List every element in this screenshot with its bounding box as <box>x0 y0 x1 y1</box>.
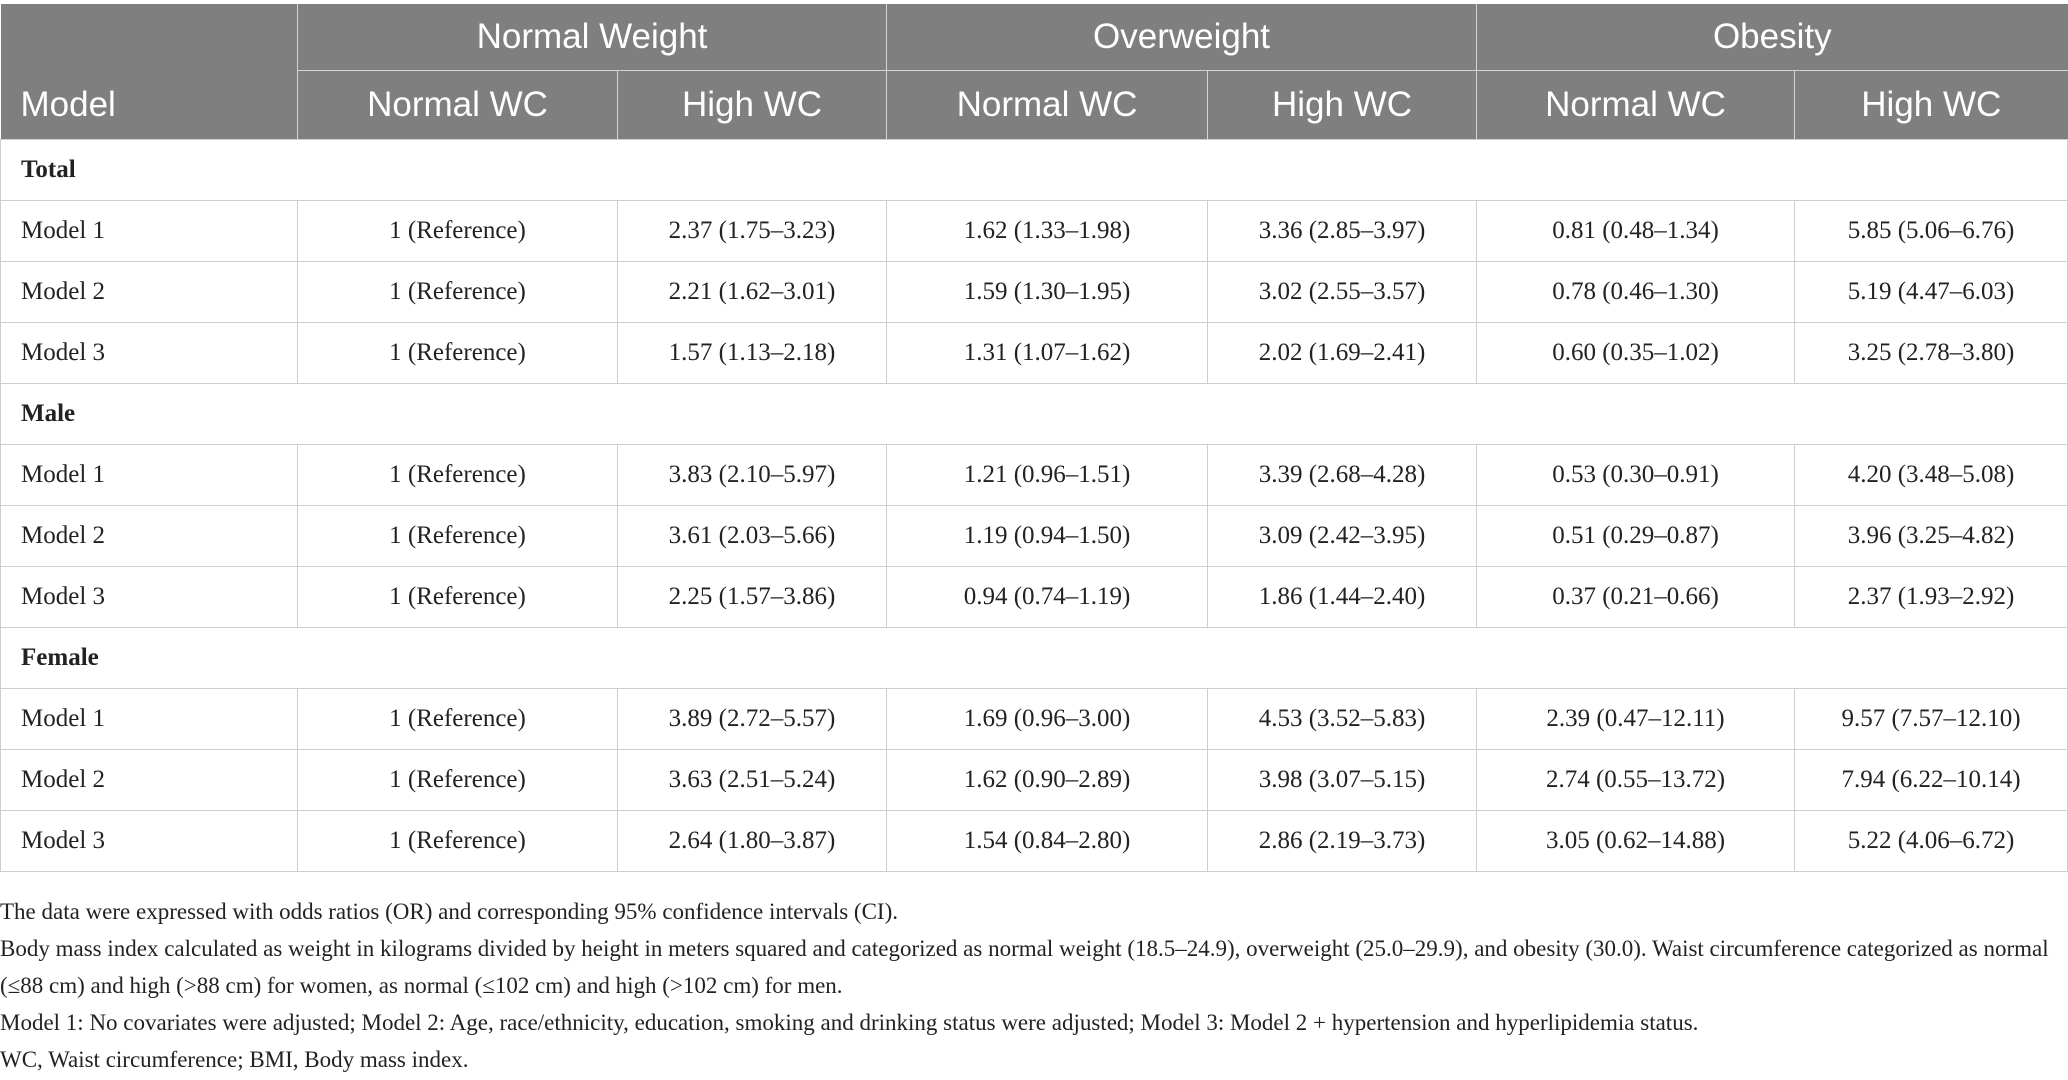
table-cell: 5.22 (4.06–6.72) <box>1794 810 2068 872</box>
table-cell: 1 (Reference) <box>297 200 618 262</box>
table-cell: 3.05 (0.62–14.88) <box>1476 810 1796 872</box>
table-cell: 2.64 (1.80–3.87) <box>616 810 888 872</box>
table-cell: 1.21 (0.96–1.51) <box>886 444 1209 506</box>
sub-header: Normal WC <box>1476 70 1795 140</box>
table-cell: 3.25 (2.78–3.80) <box>1794 322 2068 384</box>
row-label: Model 2 <box>0 749 298 811</box>
table-cell: 9.57 (7.57–12.10) <box>1794 688 2068 750</box>
section-row: Total <box>0 139 2068 201</box>
table-cell: 1 (Reference) <box>297 688 618 750</box>
table-cell: 2.39 (0.47–12.11) <box>1476 688 1796 750</box>
footnote: Body mass index calculated as weight in … <box>0 936 2049 998</box>
table-cell: 2.86 (2.19–3.73) <box>1207 810 1478 872</box>
table-cell: 1.54 (0.84–2.80) <box>886 810 1209 872</box>
row-label: Model 1 <box>0 688 298 750</box>
group-header-obesity: Obesity <box>1476 4 2068 71</box>
row-label: Model 1 <box>0 444 298 506</box>
row-label: Model 3 <box>0 322 298 384</box>
sub-header: Normal WC <box>297 70 618 140</box>
sub-header: Normal WC <box>886 70 1208 140</box>
section-row: Female <box>0 627 2068 689</box>
sub-header: High WC <box>1207 70 1477 140</box>
table-cell: 0.51 (0.29–0.87) <box>1476 505 1796 567</box>
table-cell: 1 (Reference) <box>297 261 618 323</box>
row-label: Model 2 <box>0 505 298 567</box>
table-cell: 1 (Reference) <box>297 322 618 384</box>
row-label: Model 3 <box>0 566 298 628</box>
table-cell: 1.62 (0.90–2.89) <box>886 749 1209 811</box>
table-cell: 2.37 (1.93–2.92) <box>1794 566 2068 628</box>
table-cell: 1 (Reference) <box>297 505 618 567</box>
table-cell: 0.81 (0.48–1.34) <box>1476 200 1796 262</box>
table-cell: 1.69 (0.96–3.00) <box>886 688 1209 750</box>
table-cell: 0.94 (0.74–1.19) <box>886 566 1209 628</box>
table-cell: 3.09 (2.42–3.95) <box>1207 505 1478 567</box>
sub-header-row: Model Normal WC High WC Normal WC High W… <box>0 70 2068 140</box>
table-cell: 1.57 (1.13–2.18) <box>616 322 888 384</box>
table-cell: 3.89 (2.72–5.57) <box>616 688 888 750</box>
table-cell: 1 (Reference) <box>297 566 618 628</box>
table-cell: 3.83 (2.10–5.97) <box>616 444 888 506</box>
sub-header: High WC <box>616 70 887 140</box>
table-cell: 5.85 (5.06–6.76) <box>1794 200 2068 262</box>
table-cell: 0.78 (0.46–1.30) <box>1476 261 1796 323</box>
table-cell: 2.37 (1.75–3.23) <box>616 200 888 262</box>
table-cell: 1 (Reference) <box>297 810 618 872</box>
row-label: Model 2 <box>0 261 298 323</box>
table-cell: 0.53 (0.30–0.91) <box>1476 444 1796 506</box>
footnote: Model 1: No covariates were adjusted; Mo… <box>0 1010 1699 1035</box>
table-cell: 3.02 (2.55–3.57) <box>1207 261 1478 323</box>
section-row: Male <box>0 383 2068 445</box>
table-header: Normal Weight Overweight Obesity Model N… <box>0 4 2068 140</box>
table-cell: 0.37 (0.21–0.66) <box>1476 566 1796 628</box>
row-label: Model 3 <box>0 810 298 872</box>
table-cell: 2.21 (1.62–3.01) <box>616 261 888 323</box>
table-cell: 1.59 (1.30–1.95) <box>886 261 1209 323</box>
section-title: Total <box>0 139 2068 201</box>
group-header-overweight: Overweight <box>886 4 1477 71</box>
model-column-header: Model <box>0 70 298 140</box>
odds-ratio-table: Normal Weight Overweight Obesity Model N… <box>0 4 2068 872</box>
table-cell: 1 (Reference) <box>297 444 618 506</box>
table-cell: 7.94 (6.22–10.14) <box>1794 749 2068 811</box>
group-header-normal-weight: Normal Weight <box>296 4 887 71</box>
table-cell: 3.96 (3.25–4.82) <box>1794 505 2068 567</box>
group-header-empty <box>0 4 298 71</box>
table-cell: 4.53 (3.52–5.83) <box>1207 688 1478 750</box>
section-title: Female <box>0 627 2068 689</box>
table-footnotes: The data were expressed with odds ratios… <box>0 893 2060 1078</box>
table-cell: 5.19 (4.47–6.03) <box>1794 261 2068 323</box>
table-cell: 3.98 (3.07–5.15) <box>1207 749 1478 811</box>
table-cell: 4.20 (3.48–5.08) <box>1794 444 2068 506</box>
table-cell: 2.02 (1.69–2.41) <box>1207 322 1478 384</box>
footnote: WC, Waist circumference; BMI, Body mass … <box>0 1047 469 1072</box>
table-cell: 1.86 (1.44–2.40) <box>1207 566 1478 628</box>
table-cell: 2.25 (1.57–3.86) <box>616 566 888 628</box>
table-cell: 3.36 (2.85–3.97) <box>1207 200 1478 262</box>
table-cell: 2.74 (0.55–13.72) <box>1476 749 1796 811</box>
table-cell: 1 (Reference) <box>297 749 618 811</box>
table-cell: 3.61 (2.03–5.66) <box>616 505 888 567</box>
group-header-row: Normal Weight Overweight Obesity <box>0 4 2068 71</box>
table-cell: 1.19 (0.94–1.50) <box>886 505 1209 567</box>
table-cell: 0.60 (0.35–1.02) <box>1476 322 1796 384</box>
section-title: Male <box>0 383 2068 445</box>
table-cell: 3.39 (2.68–4.28) <box>1207 444 1478 506</box>
sub-header: High WC <box>1794 70 2068 140</box>
table-cell: 1.62 (1.33–1.98) <box>886 200 1209 262</box>
row-label: Model 1 <box>0 200 298 262</box>
table-cell: 1.31 (1.07–1.62) <box>886 322 1209 384</box>
footnote: The data were expressed with odds ratios… <box>0 899 898 924</box>
table-cell: 3.63 (2.51–5.24) <box>616 749 888 811</box>
